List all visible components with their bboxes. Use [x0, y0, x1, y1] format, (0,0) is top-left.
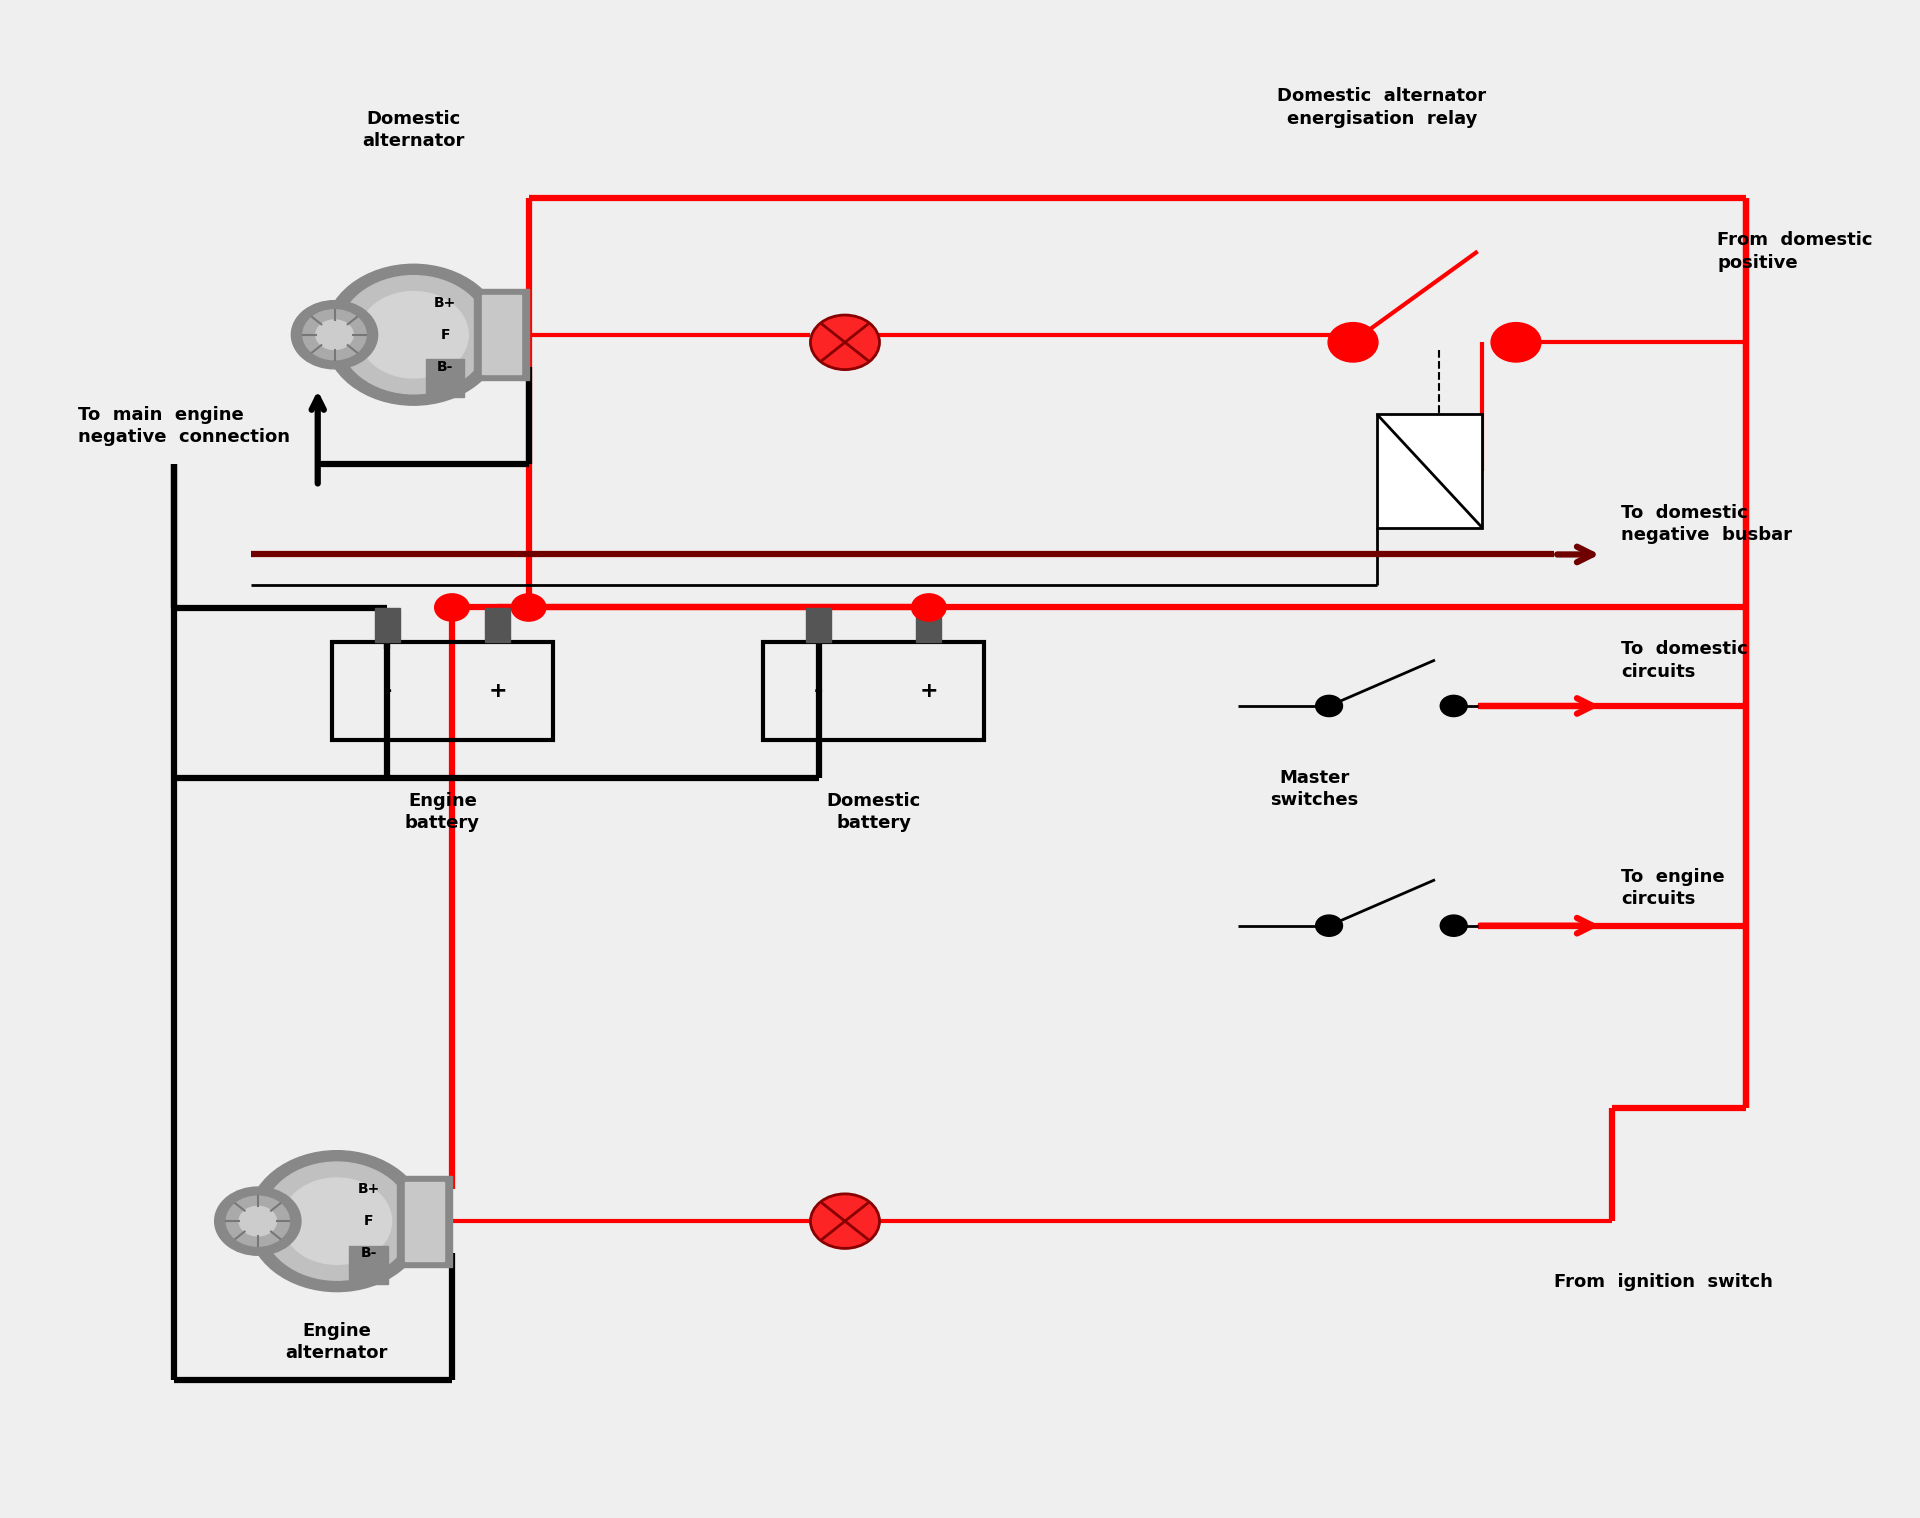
Bar	[374, 609, 399, 642]
Circle shape	[511, 594, 545, 621]
Text: -: -	[382, 680, 392, 701]
Bar	[349, 1246, 388, 1284]
Text: Engine
battery: Engine battery	[405, 792, 480, 832]
Text: Engine
alternator: Engine alternator	[286, 1322, 388, 1363]
Circle shape	[1329, 323, 1379, 361]
Text: From  domestic
positive: From domestic positive	[1716, 231, 1872, 272]
Text: B+: B+	[434, 296, 457, 310]
Text: B-: B-	[361, 1246, 376, 1260]
Bar	[1377, 414, 1482, 528]
Circle shape	[292, 301, 378, 369]
Bar	[426, 360, 465, 398]
Bar	[764, 642, 983, 741]
Bar	[482, 296, 520, 373]
Bar	[474, 290, 528, 380]
Text: Domestic
battery: Domestic battery	[828, 792, 922, 832]
Circle shape	[338, 276, 488, 393]
Text: Master
switches: Master switches	[1271, 770, 1359, 809]
Circle shape	[1440, 915, 1467, 937]
Text: B-: B-	[438, 360, 453, 373]
Circle shape	[263, 1163, 411, 1280]
Text: To  domestic
circuits: To domestic circuits	[1622, 641, 1749, 680]
Circle shape	[215, 1187, 301, 1255]
Text: F: F	[363, 1214, 372, 1228]
Text: From  ignition  switch: From ignition switch	[1555, 1272, 1774, 1290]
Circle shape	[810, 316, 879, 369]
Text: B+: B+	[357, 1183, 380, 1196]
Circle shape	[324, 264, 503, 405]
Text: Domestic
alternator: Domestic alternator	[363, 111, 465, 150]
Bar	[486, 609, 511, 642]
Bar	[806, 609, 831, 642]
Circle shape	[434, 594, 468, 621]
Circle shape	[1440, 695, 1467, 716]
Circle shape	[315, 320, 353, 349]
Text: To  engine
circuits: To engine circuits	[1622, 868, 1724, 908]
Text: To  main  engine
negative  connection: To main engine negative connection	[79, 405, 290, 446]
Text: +: +	[920, 680, 939, 701]
Circle shape	[227, 1196, 290, 1246]
Circle shape	[1315, 695, 1342, 716]
Circle shape	[282, 1178, 392, 1264]
Bar	[916, 609, 941, 642]
Circle shape	[248, 1151, 426, 1292]
Bar	[405, 1181, 444, 1260]
Text: +: +	[488, 680, 507, 701]
Text: To  domestic
negative  busbar: To domestic negative busbar	[1622, 504, 1793, 545]
Circle shape	[240, 1207, 276, 1236]
Circle shape	[1492, 323, 1542, 361]
Text: F: F	[440, 328, 449, 342]
Circle shape	[912, 594, 947, 621]
Circle shape	[810, 1193, 879, 1248]
Circle shape	[359, 291, 468, 378]
Circle shape	[303, 310, 367, 360]
Circle shape	[1315, 915, 1342, 937]
Bar	[397, 1175, 451, 1266]
Text: Domestic  alternator
energisation  relay: Domestic alternator energisation relay	[1277, 88, 1486, 128]
Bar	[332, 642, 553, 741]
Text: -: -	[814, 680, 824, 701]
